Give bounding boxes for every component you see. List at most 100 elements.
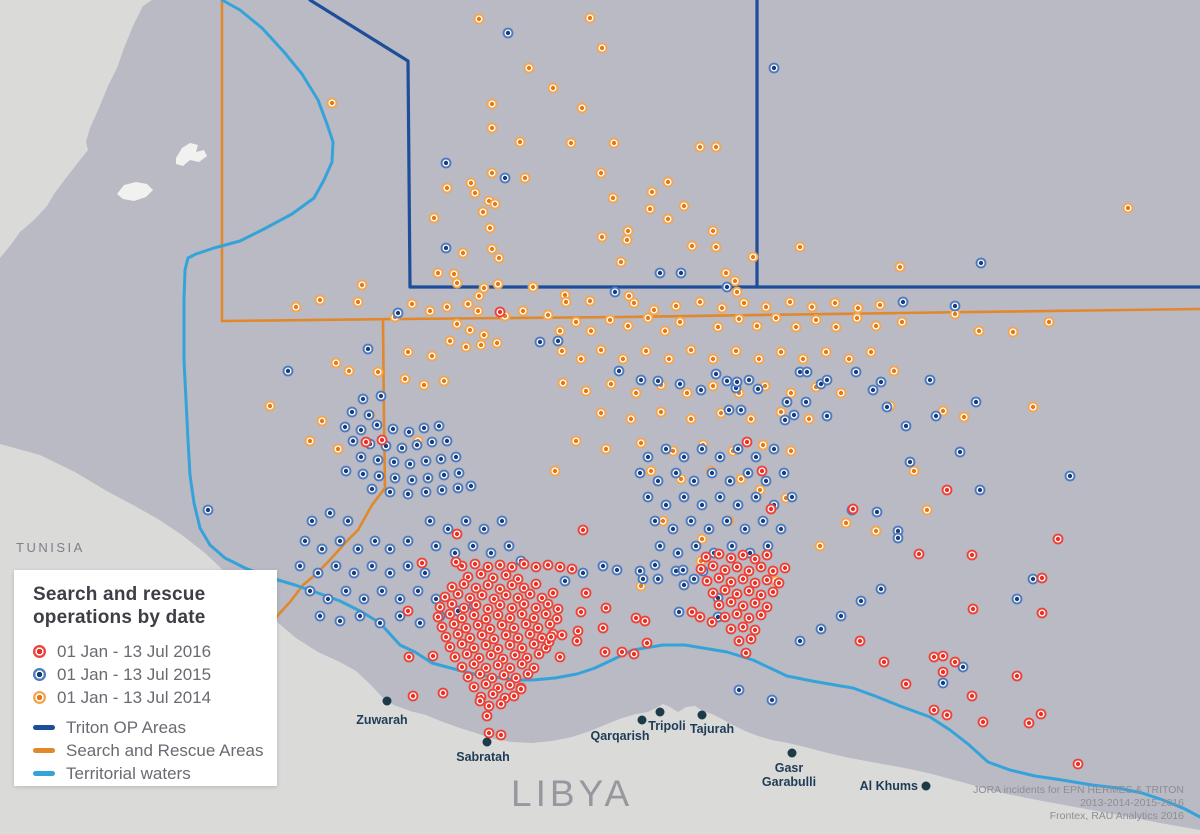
incident-dot-core — [706, 526, 712, 532]
incident-dot-core — [349, 409, 355, 415]
incident-dot-core — [665, 216, 671, 222]
incident-dot-core — [688, 518, 694, 524]
incident-dot-core — [903, 681, 909, 687]
incident-dot-core — [463, 344, 469, 350]
incident-dot-core — [817, 543, 823, 549]
incident-dot-core — [756, 356, 762, 362]
incident-dot-core — [961, 414, 967, 420]
legend-item-label: 01 Jan - 13 Jul 2016 — [57, 641, 212, 661]
incident-dot-core — [969, 552, 975, 558]
incident-dot-core — [726, 407, 732, 413]
incident-dot-core — [698, 566, 704, 572]
incident-dot-core — [307, 438, 313, 444]
incident-dot-core — [680, 567, 686, 573]
incident-dot-core — [375, 369, 381, 375]
incident-dot-core — [614, 567, 620, 573]
incident-dot-core — [483, 681, 489, 687]
incident-dot-core — [1067, 473, 1073, 479]
incident-dot-core — [445, 526, 451, 532]
incident-dot-core — [449, 601, 455, 607]
incident-dot-core — [455, 485, 461, 491]
incident-dot-core — [873, 528, 879, 534]
incident-dot-core — [645, 494, 651, 500]
incident-dot-core — [490, 691, 496, 697]
incident-dot-core — [645, 454, 651, 460]
incident-dot-core — [309, 518, 315, 524]
incident-dot-core — [673, 470, 679, 476]
incident-dot-core — [521, 601, 527, 607]
incident-dot-core — [536, 651, 542, 657]
incident-dot-core — [645, 315, 651, 321]
incident-dot-core — [387, 570, 393, 576]
incident-dot-core — [451, 621, 457, 627]
incident-dot-core — [476, 293, 482, 299]
incident-dot-core — [1014, 596, 1020, 602]
incident-dot-core — [333, 563, 339, 569]
incident-dot-core — [476, 16, 482, 22]
incident-dot-core — [525, 671, 531, 677]
incident-dot-core — [758, 564, 764, 570]
incident-dot-core — [652, 562, 658, 568]
incident-dot-core — [406, 429, 412, 435]
incident-dot-core — [625, 323, 631, 329]
legend-item-label: 01 Jan - 13 Jul 2014 — [57, 687, 212, 707]
incident-dot-core — [327, 510, 333, 516]
incident-dot-core — [509, 605, 515, 611]
incident-dot-core — [1039, 610, 1045, 616]
incident-dot-core — [1014, 673, 1020, 679]
incident-dot-core — [387, 489, 393, 495]
incident-dot-core — [419, 560, 425, 566]
incident-dot-core — [524, 655, 530, 661]
incident-dot-core — [369, 563, 375, 569]
incident-dot-core — [315, 570, 321, 576]
incident-dot-core — [464, 651, 470, 657]
legend-item-2015: 01 Jan - 13 Jul 2015 — [33, 663, 263, 686]
incident-dot-core — [710, 383, 716, 389]
incident-dot-core — [459, 664, 465, 670]
incident-dot-core — [346, 368, 352, 374]
incident-dot-core — [360, 396, 366, 402]
incident-dot-core — [379, 437, 385, 443]
incident-dot-core — [804, 369, 810, 375]
sar-boundary-inner — [268, 319, 387, 630]
incident-dot-core — [599, 234, 605, 240]
incident-dot-core — [509, 582, 515, 588]
incident-dot-core — [746, 568, 752, 574]
incident-dot-core — [377, 620, 383, 626]
gozo-island — [176, 143, 207, 166]
incident-dot-core — [430, 653, 436, 659]
incident-dot-core — [727, 478, 733, 484]
legend-title-line1: Search and rescue — [33, 584, 206, 605]
incident-dot-core — [1046, 319, 1052, 325]
incident-dot-core — [447, 644, 453, 650]
incident-dot-core — [587, 15, 593, 21]
incident-dot-core — [447, 338, 453, 344]
incident-dot-core — [267, 403, 273, 409]
incident-dot-core — [335, 446, 341, 452]
incident-dot-core — [465, 674, 471, 680]
incident-dot-core — [343, 588, 349, 594]
incident-dot-core — [734, 611, 740, 617]
incident-dot-core — [877, 302, 883, 308]
incident-dot-core — [969, 693, 975, 699]
incident-dot-core — [782, 565, 788, 571]
incident-dot-core — [743, 650, 749, 656]
incident-dot-core — [530, 284, 536, 290]
city-dot — [637, 715, 647, 725]
incident-dot-core — [414, 442, 420, 448]
incident-dot-core — [497, 602, 503, 608]
incident-dot-core — [421, 382, 427, 388]
incident-dot-core — [788, 448, 794, 454]
incident-dot-core — [599, 45, 605, 51]
incident-dot-core — [973, 399, 979, 405]
incident-dot-core — [439, 624, 445, 630]
incident-dot-core — [809, 304, 815, 310]
incident-dot-core — [670, 448, 676, 454]
incident-dot-core — [489, 170, 495, 176]
city-dot — [787, 748, 797, 758]
incident-dot-core — [468, 180, 474, 186]
incident-dot-core — [855, 305, 861, 311]
incident-dot-core — [461, 605, 467, 611]
incident-dot-core — [673, 303, 679, 309]
incident-dot-core — [376, 473, 382, 479]
